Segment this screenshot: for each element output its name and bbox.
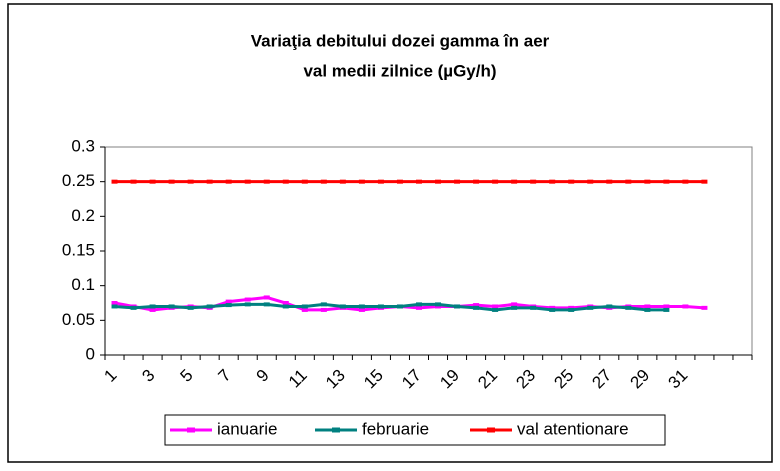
y-tick-label: 0.25 [62,171,95,190]
chart-title: Variaţia debitului dozei gamma în aer [251,31,550,50]
legend-label: val atentionare [517,419,629,438]
legend-label: februarie [362,419,429,438]
y-tick-label: 0.1 [71,275,95,294]
legend-label: ianuarie [217,419,278,438]
chart-subtitle: val medii zilnice (µGy/h) [303,61,496,80]
y-tick-label: 0.3 [71,136,95,155]
plot-area [104,146,753,356]
y-tick-label: 0.2 [71,206,95,225]
series-line [114,302,667,312]
y-tick-label: 0.15 [62,240,95,259]
y-tick-label: 0 [86,344,95,363]
legend-box [164,414,666,446]
y-tick-label: 0.05 [62,310,95,329]
